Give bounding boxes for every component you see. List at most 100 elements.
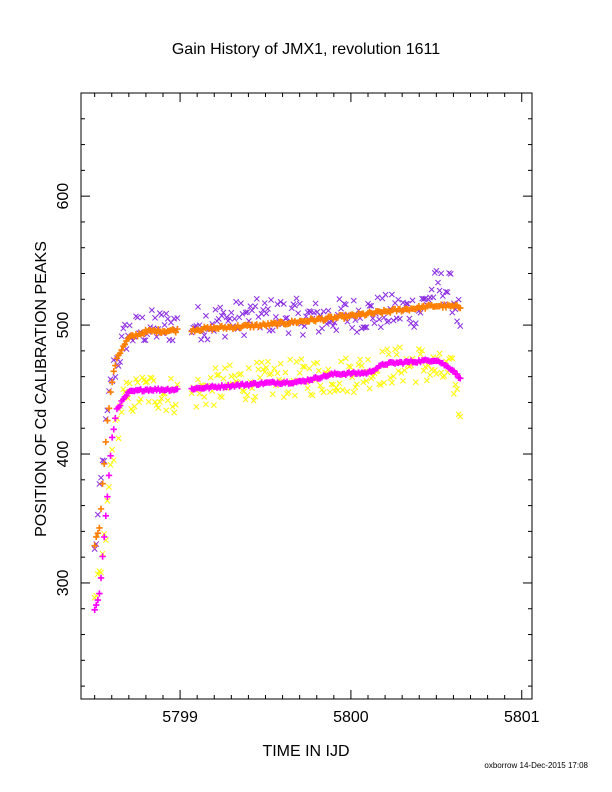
series-1-point: [277, 360, 284, 367]
series-0-point: [120, 325, 127, 332]
series-0-point: [253, 295, 260, 302]
series-0-point: [446, 270, 453, 276]
series-0-point: [388, 291, 395, 298]
series-1-point: [236, 371, 243, 378]
series-1-point: [258, 359, 265, 366]
series-1-point: [387, 375, 394, 381]
series-0-point: [403, 300, 410, 307]
series-3-point: [104, 493, 111, 500]
series-0-point: [344, 318, 351, 325]
series-1-point: [301, 363, 308, 370]
series-1-point: [94, 571, 101, 578]
series-2-point: [172, 329, 179, 336]
series-0-point: [158, 312, 165, 318]
series-2-point: [93, 533, 100, 541]
y-tick-label: 600: [55, 183, 72, 210]
series-0-point: [153, 333, 160, 340]
series-3-point: [116, 402, 124, 409]
series-0-point: [269, 327, 276, 334]
series-1-point: [195, 376, 201, 383]
series-1-point: [350, 389, 357, 396]
series-0-point: [117, 359, 124, 365]
series-1-point: [377, 381, 384, 388]
series-1-point: [172, 401, 179, 408]
series-0-point: [436, 287, 443, 294]
series-1-point: [107, 461, 114, 468]
series-0-point: [390, 317, 397, 324]
series-0-point: [396, 315, 403, 322]
series-1-point: [314, 359, 321, 366]
series-1-point: [419, 347, 426, 354]
series-1-point: [450, 390, 457, 397]
series-0-point: [395, 296, 402, 303]
series-0-point: [406, 315, 413, 322]
series-1-point: [422, 363, 429, 370]
series-0-point: [239, 310, 246, 317]
series-0-point: [226, 315, 233, 322]
series-0-point: [296, 300, 303, 307]
series-0-point: [148, 307, 155, 314]
series-0-point: [374, 294, 381, 301]
series-1-point: [393, 351, 400, 358]
series-1-point: [201, 393, 208, 400]
series-1-point: [296, 369, 303, 376]
series-1-point: [360, 379, 367, 386]
series-2-point: [102, 438, 109, 446]
series-0-point: [282, 315, 289, 322]
series-3-point: [91, 606, 98, 614]
series-1-point: [366, 385, 373, 392]
series-1-point: [320, 389, 327, 396]
series-0-point: [277, 298, 284, 305]
series-3-point: [105, 472, 113, 479]
series-0-point: [112, 374, 119, 380]
series-1-point: [171, 409, 178, 416]
series-0-point: [241, 332, 248, 339]
series-0-point: [433, 267, 440, 274]
series-0-point: [134, 314, 141, 321]
series-0-point: [228, 309, 235, 316]
series-0-point: [222, 333, 228, 340]
series-1-point: [392, 346, 399, 353]
series-1-point: [222, 365, 228, 372]
chart-title: Gain History of JMX1, revolution 1611: [172, 41, 440, 58]
series-1-point: [427, 372, 434, 378]
series-0-point: [430, 294, 437, 301]
series-0-point: [420, 296, 427, 302]
series-1-point: [158, 395, 165, 402]
series-0-point: [218, 312, 225, 319]
series-1-point: [388, 379, 395, 386]
series-1-point: [250, 397, 257, 404]
series-0-point: [152, 314, 159, 321]
series-1-point: [210, 402, 217, 409]
series-0-point: [139, 314, 146, 321]
series-3-point: [123, 392, 130, 399]
y-tick-label: 300: [55, 570, 72, 597]
series-0-point: [330, 323, 337, 329]
series-1-point: [156, 399, 163, 406]
series-1-point: [109, 446, 116, 453]
series-1-point: [264, 358, 271, 365]
series-1-point: [144, 378, 151, 385]
series-0-point: [363, 324, 370, 331]
series-0-point: [336, 296, 343, 303]
series-0-point: [231, 315, 238, 322]
series-1-point: [215, 371, 222, 378]
series-1-point: [142, 379, 149, 386]
series-1-point: [207, 374, 214, 381]
series-0-point: [447, 270, 454, 277]
series-1-point: [155, 404, 162, 411]
series-2-point: [110, 368, 117, 375]
series-1-point: [164, 397, 171, 404]
series-1-point: [328, 381, 335, 388]
series-1-point: [244, 392, 251, 398]
series-1-point: [126, 380, 133, 387]
series-1-point: [452, 381, 459, 388]
series-0-point: [168, 319, 174, 326]
series-0-point: [455, 296, 462, 303]
series-0-point: [261, 300, 268, 306]
series-2-point: [101, 460, 108, 467]
series-3-point: [174, 385, 181, 393]
series-3-point: [94, 596, 102, 604]
series-2-point: [118, 346, 125, 354]
